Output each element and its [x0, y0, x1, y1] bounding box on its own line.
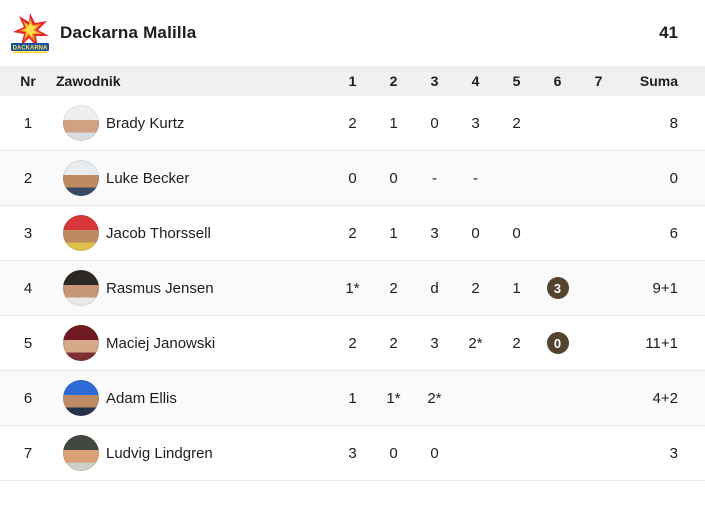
suma-cell: 8	[669, 114, 678, 132]
rider-name: Rasmus Jensen	[106, 279, 214, 297]
rider-avatar	[63, 325, 99, 361]
rider-rows: 1 Brady Kurtz 2 1 0 3 2 8 2 Luke Becker 0 0 - - 0…	[0, 96, 705, 481]
table-header-row: Nr Zawodnik 1 2 3 4 5 6 7 Suma	[0, 66, 705, 96]
rider-avatar	[63, 380, 99, 416]
suma-cell: 3	[669, 444, 678, 462]
rider-number: 6	[23, 389, 33, 407]
rider-row[interactable]: 1 Brady Kurtz 2 1 0 3 2 8	[0, 96, 705, 151]
rider-name: Luke Becker	[106, 169, 190, 187]
rider-number: 5	[23, 334, 33, 352]
suma-cell: 6	[669, 224, 678, 242]
heat-score-cell: 0	[430, 114, 439, 132]
rider-avatar	[63, 215, 99, 251]
rider-row[interactable]: 3 Jacob Thorssell 2 1 3 0 0 6	[0, 206, 705, 261]
heat-score-cell: 1	[512, 279, 521, 297]
suma-cell: 4+2	[652, 389, 678, 407]
heat-score-cell: 3	[430, 334, 439, 352]
col-heat-4: 4	[471, 73, 480, 89]
col-heat-5: 5	[512, 73, 521, 89]
team-total-score: 41	[659, 23, 678, 42]
heat-score-cell: 1	[389, 224, 398, 242]
heat-score-cell: 2	[512, 334, 521, 352]
heat-score-cell: 0	[512, 224, 521, 242]
rider-row[interactable]: 4 Rasmus Jensen 1* 2 d 2 1 3 9+1	[0, 261, 705, 316]
col-heat-1: 1	[348, 73, 357, 89]
heat-score-cell: d	[430, 279, 439, 297]
suma-cell: 11+1	[645, 334, 678, 352]
heat-score-cell: 1*	[345, 279, 360, 297]
heat-score-cell: 2	[389, 279, 398, 297]
heat-score-cell: -	[432, 169, 437, 187]
heat-score-cell: 2	[348, 334, 357, 352]
rider-avatar	[63, 160, 99, 196]
heat-score-cell: 2	[348, 224, 357, 242]
rider-name: Maciej Janowski	[106, 334, 216, 352]
bonus-badge: 3	[546, 277, 569, 299]
heat-score-cell: 0	[348, 169, 357, 187]
team-name: Dackarna Malilla	[60, 23, 197, 42]
team-logo: DACKARNA	[10, 12, 50, 54]
heat-score-cell: 0	[389, 444, 398, 462]
rider-number: 4	[23, 279, 33, 297]
suma-cell: 0	[669, 169, 678, 187]
heat-score-cell: 1	[348, 389, 357, 407]
col-heat-7: 7	[594, 73, 603, 89]
heat-score-cell: 3	[471, 114, 480, 132]
rider-row[interactable]: 7 Ludvig Lindgren 3 0 0 3	[0, 426, 705, 481]
col-zawodnik: Zawodnik	[56, 73, 121, 89]
rider-number: 3	[23, 224, 33, 242]
heat-score-cell: 2*	[468, 334, 483, 352]
rider-name: Ludvig Lindgren	[106, 444, 213, 462]
rider-number: 7	[23, 444, 33, 462]
heat-score-cell: 2	[471, 279, 480, 297]
col-nr: Nr	[20, 73, 36, 89]
heat-score-cell: 2*	[427, 389, 442, 407]
heat-score-cell: 0	[471, 224, 480, 242]
rider-avatar	[63, 105, 99, 141]
rider-row[interactable]: 2 Luke Becker 0 0 - - 0	[0, 151, 705, 206]
suma-cell: 9+1	[652, 279, 678, 297]
rider-avatar	[63, 435, 99, 471]
team-scorecard: DACKARNA Dackarna Malilla 41 Nr Zawodnik…	[0, 0, 705, 481]
heat-score-cell: -	[473, 169, 478, 187]
heat-score-cell: 0	[537, 332, 578, 354]
rider-avatar	[63, 270, 99, 306]
rider-name: Jacob Thorssell	[106, 224, 211, 242]
col-heat-3: 3	[430, 73, 439, 89]
heat-score-cell: 2	[389, 334, 398, 352]
rider-name: Brady Kurtz	[106, 114, 185, 132]
rider-row[interactable]: 5 Maciej Janowski 2 2 3 2* 2 0 11+1	[0, 316, 705, 371]
heat-score-cell: 3	[348, 444, 357, 462]
bonus-badge: 0	[546, 332, 569, 354]
col-suma: Suma	[639, 73, 678, 89]
heat-score-cell: 0	[430, 444, 439, 462]
rider-number: 1	[23, 114, 33, 132]
rider-name: Adam Ellis	[106, 389, 177, 407]
rider-number: 2	[23, 169, 33, 187]
star-icon: DACKARNA	[11, 13, 49, 54]
heat-score-cell: 1	[389, 114, 398, 132]
logo-text: DACKARNA	[13, 46, 48, 52]
heat-score-cell: 3	[430, 224, 439, 242]
heat-score-cell: 3	[537, 277, 578, 299]
heat-score-cell: 2	[348, 114, 357, 132]
col-heat-6: 6	[553, 73, 562, 89]
rider-row[interactable]: 6 Adam Ellis 1 1* 2* 4+2	[0, 371, 705, 426]
team-header: DACKARNA Dackarna Malilla 41	[0, 0, 705, 66]
heat-score-cell: 1*	[386, 389, 401, 407]
heat-score-cell: 0	[389, 169, 398, 187]
col-heat-2: 2	[389, 73, 398, 89]
heat-score-cell: 2	[512, 114, 521, 132]
